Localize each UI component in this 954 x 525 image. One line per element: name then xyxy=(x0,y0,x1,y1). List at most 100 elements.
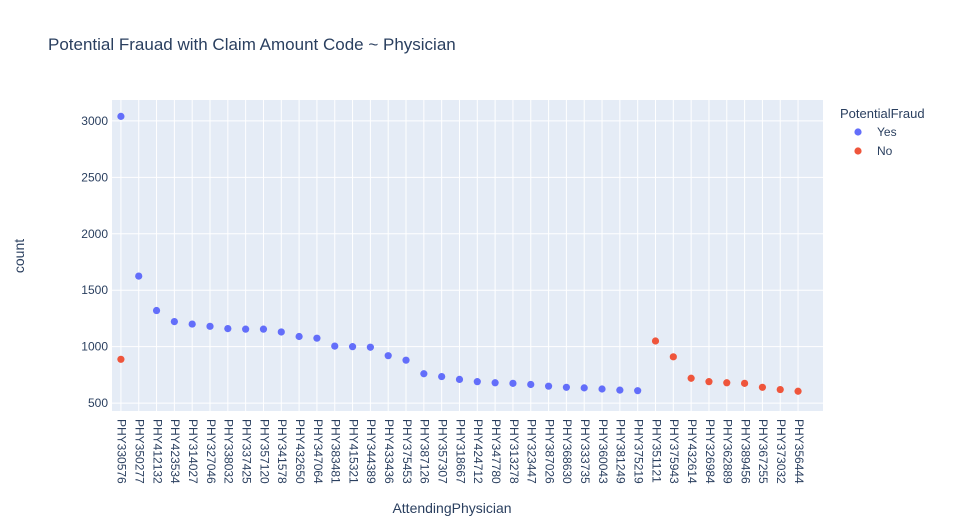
x-tick-label: PHY423534 xyxy=(168,419,182,484)
plot-area xyxy=(112,100,823,411)
x-tick-label: PHY326984 xyxy=(703,419,717,484)
data-point-yes[interactable] xyxy=(135,272,143,280)
x-tick-label: PHY351121 xyxy=(649,419,663,483)
data-point-yes[interactable] xyxy=(509,379,517,387)
x-tick-label: PHY389456 xyxy=(738,419,752,484)
data-point-yes[interactable] xyxy=(598,385,606,393)
data-point-no[interactable] xyxy=(117,355,125,363)
legend-title: PotentialFraud xyxy=(840,106,925,121)
x-tick-label: PHY375943 xyxy=(667,419,681,484)
data-point-yes[interactable] xyxy=(295,332,303,341)
data-point-yes[interactable] xyxy=(544,382,553,390)
x-tick-label: PHY330576 xyxy=(115,419,129,484)
data-point-yes[interactable] xyxy=(402,356,410,364)
x-tick-label: PHY362889 xyxy=(721,419,735,484)
y-tick-label: 2000 xyxy=(81,227,108,241)
x-tick-label: PHY338032 xyxy=(222,419,236,484)
data-point-yes[interactable] xyxy=(384,352,392,360)
x-tick-label: PHY424712 xyxy=(471,419,485,484)
x-tick-label: PHY375219 xyxy=(632,419,646,484)
data-point-yes[interactable] xyxy=(348,343,357,351)
data-point-yes[interactable] xyxy=(242,325,250,333)
x-tick-label: PHY357307 xyxy=(435,419,449,484)
x-tick-label: PHY415321 xyxy=(346,419,360,484)
x-axis-title: AttendingPhysician xyxy=(392,500,511,516)
x-tick-label: PHY375453 xyxy=(400,419,414,484)
x-tick-label: PHY350277 xyxy=(133,419,147,484)
x-tick-label: PHY356444 xyxy=(792,419,806,484)
x-tick-label: PHY368630 xyxy=(560,419,574,484)
x-tick-label: PHY432650 xyxy=(293,419,307,484)
y-tick-label: 3000 xyxy=(81,114,108,128)
x-axis-ticks: PHY330576 PHY350277 PHY412132 PHY423534 PHY3… xyxy=(115,419,806,484)
data-point-no[interactable] xyxy=(794,387,802,395)
data-point-yes[interactable] xyxy=(455,375,464,383)
data-point-yes[interactable] xyxy=(420,370,428,378)
data-point-yes[interactable] xyxy=(277,328,285,336)
y-tick-label: 1000 xyxy=(81,340,108,354)
legend-items[interactable]: Yes No xyxy=(854,125,897,158)
x-tick-label: PHY318667 xyxy=(453,419,467,484)
data-point-yes[interactable] xyxy=(188,320,196,328)
data-point-yes[interactable] xyxy=(170,317,178,326)
data-point-yes[interactable] xyxy=(634,387,642,395)
data-point-yes[interactable] xyxy=(527,380,535,389)
data-point-yes[interactable] xyxy=(206,322,214,330)
data-point-yes[interactable] xyxy=(580,384,588,392)
x-tick-label: PHY344389 xyxy=(364,419,378,484)
x-tick-label: PHY347780 xyxy=(489,419,503,484)
data-point-yes[interactable] xyxy=(616,386,624,394)
data-point-no[interactable] xyxy=(651,337,660,345)
chart-title: Potential Frauad with Claim Amount Code … xyxy=(48,35,456,54)
x-tick-label: PHY333735 xyxy=(578,419,592,484)
y-axis-title: count xyxy=(11,239,27,273)
x-tick-label: PHY433436 xyxy=(382,419,396,484)
data-point-yes[interactable] xyxy=(438,372,446,381)
legend[interactable]: PotentialFraud Yes No xyxy=(840,106,925,158)
x-tick-label: PHY323447 xyxy=(525,419,539,484)
y-tick-label: 2500 xyxy=(81,170,108,184)
y-axis-ticks: 500 1000 1500 2000 2500 3000 xyxy=(81,114,108,410)
x-tick-label: PHY360043 xyxy=(596,419,610,484)
legend-label-no[interactable]: No xyxy=(877,144,893,158)
data-point-no[interactable] xyxy=(758,383,767,391)
data-points[interactable] xyxy=(117,112,802,395)
y-tick-label: 1500 xyxy=(81,283,108,297)
legend-label-yes[interactable]: Yes xyxy=(877,125,897,139)
x-tick-label: PHY373032 xyxy=(774,419,788,484)
data-point-no[interactable] xyxy=(723,379,731,387)
data-point-no[interactable] xyxy=(740,379,749,387)
x-tick-label: PHY313278 xyxy=(507,419,521,484)
x-tick-label: PHY347064 xyxy=(311,419,325,484)
data-point-yes[interactable] xyxy=(331,342,339,350)
x-tick-label: PHY381249 xyxy=(614,419,628,484)
x-tick-label: PHY432614 xyxy=(685,419,699,484)
legend-marker-yes[interactable] xyxy=(854,128,862,136)
data-point-yes[interactable] xyxy=(562,383,570,391)
x-tick-label: PHY314027 xyxy=(186,419,200,484)
data-point-yes[interactable] xyxy=(224,324,232,333)
data-point-yes[interactable] xyxy=(491,379,499,387)
data-point-no[interactable] xyxy=(705,378,713,386)
data-point-yes[interactable] xyxy=(117,112,125,120)
x-tick-label: PHY387126 xyxy=(418,419,432,484)
data-point-no[interactable] xyxy=(687,374,695,382)
x-tick-label: PHY367255 xyxy=(756,419,770,484)
data-point-no[interactable] xyxy=(776,385,784,394)
data-point-yes[interactable] xyxy=(313,334,321,342)
x-tick-label: PHY412132 xyxy=(150,419,164,484)
data-point-yes[interactable] xyxy=(259,325,268,333)
y-tick-label: 500 xyxy=(88,396,108,410)
data-point-yes[interactable] xyxy=(473,378,481,386)
data-point-no[interactable] xyxy=(669,353,677,361)
x-tick-label: PHY383481 xyxy=(329,419,343,484)
x-tick-label: PHY357120 xyxy=(257,419,271,484)
x-tick-label: PHY341578 xyxy=(275,419,289,484)
x-tick-label: PHY337425 xyxy=(239,419,253,484)
data-point-yes[interactable] xyxy=(152,306,161,315)
x-tick-label: PHY387026 xyxy=(542,419,556,484)
data-point-yes[interactable] xyxy=(366,343,374,351)
legend-marker-no[interactable] xyxy=(854,147,862,155)
